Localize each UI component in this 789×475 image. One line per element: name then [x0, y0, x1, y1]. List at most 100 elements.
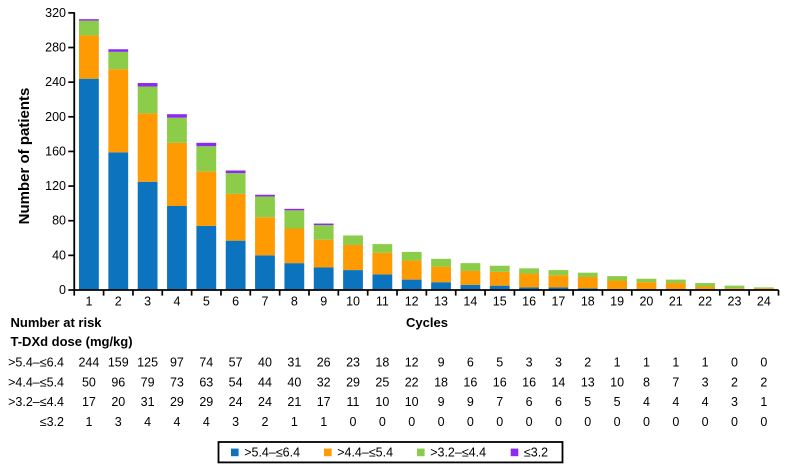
svg-text:24: 24	[229, 395, 243, 409]
svg-text:1: 1	[614, 356, 621, 370]
svg-text:96: 96	[111, 375, 125, 389]
svg-text:3: 3	[731, 395, 738, 409]
svg-text:0: 0	[408, 415, 415, 429]
svg-text:6: 6	[467, 356, 474, 370]
svg-text:2: 2	[262, 415, 269, 429]
svg-text:>5.4–≤6.4: >5.4–≤6.4	[8, 356, 64, 370]
svg-text:40: 40	[258, 356, 272, 370]
svg-text:0: 0	[643, 415, 650, 429]
svg-text:2: 2	[584, 356, 591, 370]
svg-text:31: 31	[287, 356, 301, 370]
svg-text:26: 26	[317, 356, 331, 370]
svg-text:1: 1	[85, 295, 92, 309]
svg-text:25: 25	[375, 375, 389, 389]
svg-text:57: 57	[229, 356, 243, 370]
svg-text:9: 9	[438, 395, 445, 409]
svg-text:17: 17	[551, 295, 565, 309]
svg-text:0: 0	[59, 283, 66, 297]
svg-text:31: 31	[141, 395, 155, 409]
svg-text:120: 120	[45, 179, 66, 193]
svg-text:17: 17	[82, 395, 96, 409]
svg-text:0: 0	[760, 356, 767, 370]
svg-text:0: 0	[350, 415, 357, 429]
svg-text:280: 280	[45, 41, 66, 55]
svg-text:244: 244	[78, 356, 99, 370]
svg-text:5: 5	[203, 295, 210, 309]
svg-text:14: 14	[551, 375, 565, 389]
svg-text:79: 79	[141, 375, 155, 389]
svg-text:7: 7	[262, 295, 269, 309]
svg-text:44: 44	[258, 375, 272, 389]
svg-text:Cycles: Cycles	[406, 315, 448, 330]
svg-text:0: 0	[731, 415, 738, 429]
svg-text:2: 2	[115, 295, 122, 309]
svg-text:29: 29	[199, 395, 213, 409]
svg-text:20: 20	[111, 395, 125, 409]
svg-text:0: 0	[526, 415, 533, 429]
svg-text:4: 4	[173, 415, 180, 429]
svg-text:>4.4–≤5.4: >4.4–≤5.4	[337, 446, 393, 460]
svg-text:4: 4	[203, 415, 210, 429]
svg-text:23: 23	[346, 356, 360, 370]
svg-text:1: 1	[760, 395, 767, 409]
svg-text:7: 7	[672, 375, 679, 389]
svg-text:0: 0	[555, 415, 562, 429]
svg-text:21: 21	[669, 295, 683, 309]
svg-text:Number at risk: Number at risk	[11, 315, 103, 330]
svg-text:16: 16	[522, 375, 536, 389]
svg-text:21: 21	[287, 395, 301, 409]
svg-text:10: 10	[346, 295, 360, 309]
svg-text:40: 40	[52, 248, 66, 262]
svg-text:≤3.2: ≤3.2	[524, 446, 548, 460]
svg-text:74: 74	[199, 356, 213, 370]
svg-text:125: 125	[137, 356, 158, 370]
svg-text:14: 14	[463, 295, 477, 309]
svg-text:17: 17	[317, 395, 331, 409]
svg-text:10: 10	[610, 375, 624, 389]
svg-text:0: 0	[584, 415, 591, 429]
svg-text:1: 1	[291, 415, 298, 429]
svg-text:8: 8	[643, 375, 650, 389]
svg-text:T-DXd dose (mg/kg): T-DXd dose (mg/kg)	[11, 334, 133, 349]
svg-text:1: 1	[85, 415, 92, 429]
svg-text:4: 4	[702, 395, 709, 409]
svg-text:3: 3	[702, 375, 709, 389]
svg-text:9: 9	[438, 356, 445, 370]
svg-text:63: 63	[199, 375, 213, 389]
svg-text:3: 3	[526, 356, 533, 370]
svg-text:3: 3	[115, 415, 122, 429]
svg-text:29: 29	[170, 395, 184, 409]
svg-text:20: 20	[639, 295, 653, 309]
svg-text:9: 9	[467, 395, 474, 409]
svg-text:4: 4	[643, 395, 650, 409]
svg-text:9: 9	[320, 295, 327, 309]
svg-text:5: 5	[614, 395, 621, 409]
svg-text:0: 0	[467, 415, 474, 429]
svg-text:6: 6	[232, 295, 239, 309]
svg-text:16: 16	[463, 375, 477, 389]
svg-text:0: 0	[379, 415, 386, 429]
svg-text:1: 1	[320, 415, 327, 429]
svg-text:7: 7	[496, 395, 503, 409]
svg-text:80: 80	[52, 214, 66, 228]
svg-text:2: 2	[731, 375, 738, 389]
svg-text:1: 1	[702, 356, 709, 370]
svg-text:22: 22	[698, 295, 712, 309]
svg-text:>3.2–≤4.4: >3.2–≤4.4	[8, 395, 64, 409]
svg-text:1: 1	[672, 356, 679, 370]
svg-text:0: 0	[438, 415, 445, 429]
svg-text:16: 16	[493, 375, 507, 389]
svg-text:11: 11	[376, 295, 389, 309]
svg-text:13: 13	[581, 375, 595, 389]
svg-text:0: 0	[731, 356, 738, 370]
svg-text:18: 18	[434, 375, 448, 389]
svg-text:3: 3	[232, 415, 239, 429]
svg-text:18: 18	[581, 295, 595, 309]
svg-text:0: 0	[672, 415, 679, 429]
svg-text:54: 54	[229, 375, 243, 389]
svg-text:73: 73	[170, 375, 184, 389]
svg-text:29: 29	[346, 375, 360, 389]
svg-text:2: 2	[760, 375, 767, 389]
svg-text:10: 10	[375, 395, 389, 409]
svg-text:240: 240	[45, 75, 66, 89]
